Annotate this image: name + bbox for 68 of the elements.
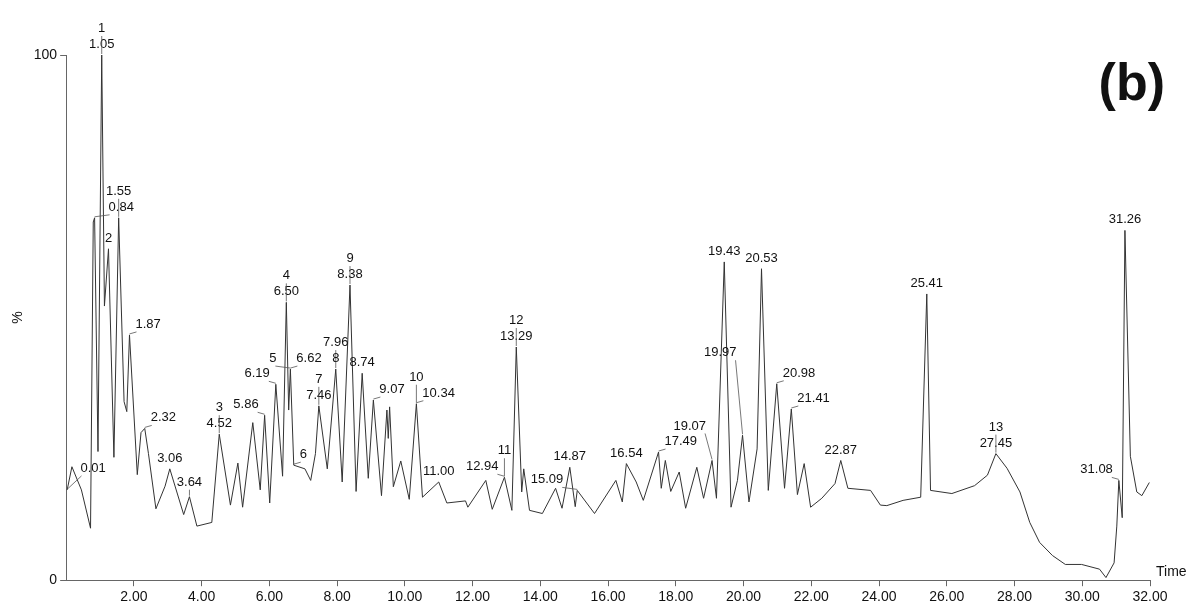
annotation: 12 — [509, 312, 524, 328]
annotation: 6.62 — [296, 350, 322, 366]
annotation: 21.41 — [797, 390, 830, 406]
annotation: 15.09 — [530, 471, 564, 487]
annotation: 9.07 — [379, 381, 405, 397]
annotation: 1.55 — [106, 182, 132, 198]
annotation: 7 — [315, 370, 323, 386]
annotation: 3.06 — [157, 449, 183, 465]
annotation: 0.01 — [80, 459, 106, 475]
x-tick-label: 4.00 — [188, 588, 216, 605]
x-tick-label: 28.00 — [997, 588, 1033, 605]
x-tick-label: 30.00 — [1064, 588, 1100, 605]
x-tick-label: 6.00 — [255, 588, 284, 605]
annotation: 1 — [98, 20, 106, 36]
x-tick-label: 10.00 — [387, 588, 423, 605]
x-tick-label: 8.00 — [323, 588, 351, 605]
annotation: 19.07 — [673, 417, 707, 433]
annotation: 10.34 — [422, 384, 455, 400]
annotation: 31.08 — [1080, 461, 1113, 477]
annotation: 31.26 — [1108, 211, 1142, 227]
annotation: 0.84 — [108, 198, 134, 214]
annotation: 5 — [269, 350, 277, 366]
x-axis-title: Time — [1156, 563, 1187, 580]
x-tick-label: 16.00 — [590, 588, 626, 605]
annotation: 17.49 — [664, 433, 698, 449]
annotation: 3.64 — [176, 473, 203, 489]
annotation: 13 — [988, 418, 1004, 434]
x-tick-label: 12.00 — [455, 588, 491, 605]
annotation: 2.32 — [150, 409, 177, 425]
y-axis-title: % — [9, 311, 26, 324]
annotation: 12.94 — [465, 458, 499, 474]
y-tick-label: 100 — [33, 45, 58, 62]
x-tick-label: 26.00 — [929, 588, 965, 605]
annotation: 8.38 — [337, 266, 363, 282]
annotation: 3 — [215, 399, 223, 415]
annotation: 22.87 — [824, 441, 858, 457]
annotation: 8 — [332, 350, 340, 366]
annotation: 14.87 — [553, 448, 587, 464]
annotation: 6.19 — [244, 365, 270, 381]
annotation: 5.86 — [233, 396, 259, 412]
annotation: 1.05 — [89, 36, 115, 52]
y-tick-label: 0 — [49, 571, 58, 588]
annotation: 4.52 — [206, 415, 232, 431]
annotation: 7.46 — [306, 386, 332, 402]
x-tick-label: 20.00 — [726, 588, 762, 605]
x-tick-label: 18.00 — [658, 588, 694, 605]
chart-title: (b) — [1098, 53, 1165, 112]
annotation: 11 — [497, 442, 512, 458]
annotation: 20.98 — [782, 364, 816, 380]
annotation: 2 — [104, 229, 113, 245]
annotation: 10 — [409, 368, 424, 384]
annotation: 6.50 — [273, 283, 299, 299]
annotation: 16.54 — [610, 444, 643, 460]
annotation: 11.00 — [422, 463, 455, 479]
annotation: 4 — [282, 267, 290, 283]
x-tick-label: 2.00 — [120, 588, 148, 605]
annotation: 19.43 — [707, 243, 741, 259]
annotation: 25.41 — [910, 275, 944, 291]
annotation: 20.53 — [745, 249, 778, 265]
annotation: 27.45 — [979, 434, 1013, 450]
x-tick-label: 32.00 — [1132, 588, 1168, 605]
annotation: 1.87 — [135, 316, 161, 332]
x-tick-label: 22.00 — [793, 588, 830, 605]
annotation: 6 — [299, 446, 307, 462]
annotation: 13.29 — [500, 328, 533, 344]
x-tick-label: 24.00 — [861, 588, 897, 605]
x-tick-label: 14.00 — [522, 588, 559, 605]
annotation: 9 — [346, 250, 354, 266]
